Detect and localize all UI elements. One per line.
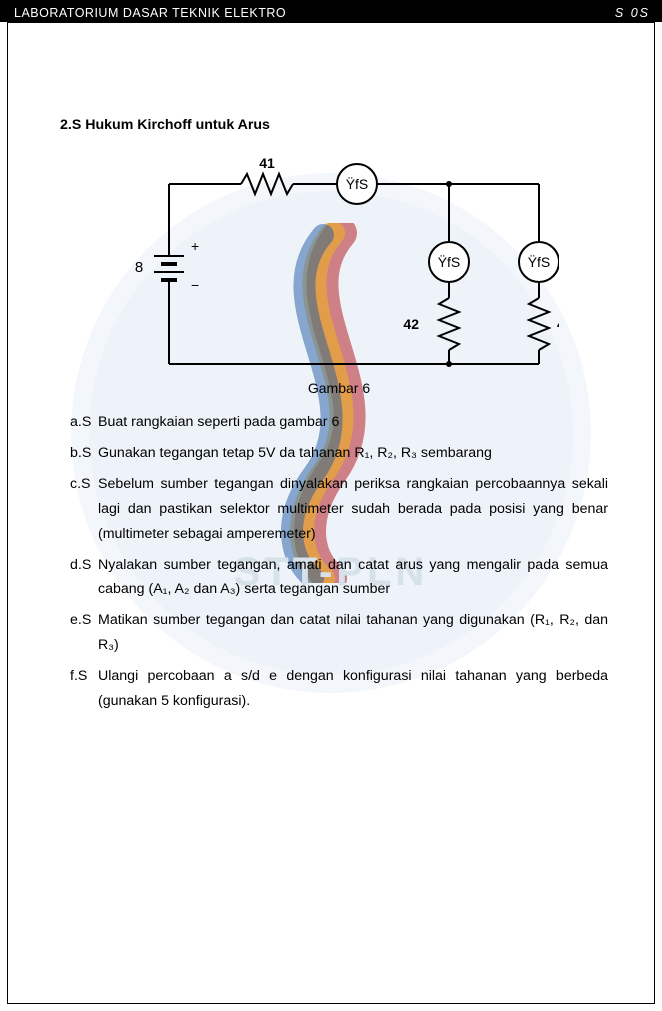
svg-text:ŸfS: ŸfS [438,254,461,270]
section-number: 2.S [60,117,81,133]
step-text: Nyalakan sumber tegangan, amati dan cata… [98,553,608,603]
svg-text:8: 8 [135,259,143,276]
main-content: 2.S Hukum Kirchoff untuk Arus ŸfS ŸfS [8,23,654,714]
svg-text:43: 43 [557,316,559,332]
step-label: b.S [70,441,98,466]
header-right-text: S 0S [615,6,650,20]
top-header-bar: LABORATORIUM DASAR TEKNIK ELEKTRO S 0S [0,0,662,22]
figure-caption: Gambar 6 [70,376,608,401]
step-label: d.S [70,553,98,603]
svg-text:−: − [191,277,199,293]
section-title: Hukum Kirchoff untuk Arus [85,117,270,133]
circuit-diagram: ŸfS ŸfS + − [70,144,608,374]
svg-text:ŸfS: ŸfS [528,254,551,270]
header-left-text: LABORATORIUM DASAR TEKNIK ELEKTRO [14,6,286,20]
step-label: f.S [70,664,98,714]
step-label: e.S [70,608,98,658]
svg-text:42: 42 [403,316,419,332]
step-text: Gunakan tegangan tetap 5V da tahanan R₁,… [98,441,608,466]
steps-list: a.S Buat rangkaian seperti pada gambar 6… [70,410,608,713]
step-text: Ulangi percobaan a s/d e dengan konfigur… [98,664,608,714]
section-heading: 2.S Hukum Kirchoff untuk Arus [60,113,608,138]
step-label: c.S [70,472,98,547]
page-border: STT-PLN 2.S Hukum Kirchoff untuk Arus Ÿf… [7,22,655,1004]
step-text: Sebelum sumber tegangan dinyalakan perik… [98,472,608,547]
svg-text:ŸfS: ŸfS [346,176,369,192]
step-f: f.S Ulangi percobaan a s/d e dengan konf… [70,664,608,714]
step-label: a.S [70,410,98,435]
step-text: Buat rangkaian seperti pada gambar 6 [98,410,608,435]
step-c: c.S Sebelum sumber tegangan dinyalakan p… [70,472,608,547]
step-b: b.S Gunakan tegangan tetap 5V da tahanan… [70,441,608,466]
svg-text:+: + [191,238,199,254]
step-d: d.S Nyalakan sumber tegangan, amati dan … [70,553,608,603]
step-text: Matikan sumber tegangan dan catat nilai … [98,608,608,658]
step-e: e.S Matikan sumber tegangan dan catat ni… [70,608,608,658]
step-a: a.S Buat rangkaian seperti pada gambar 6 [70,410,608,435]
svg-text:41: 41 [259,155,275,171]
